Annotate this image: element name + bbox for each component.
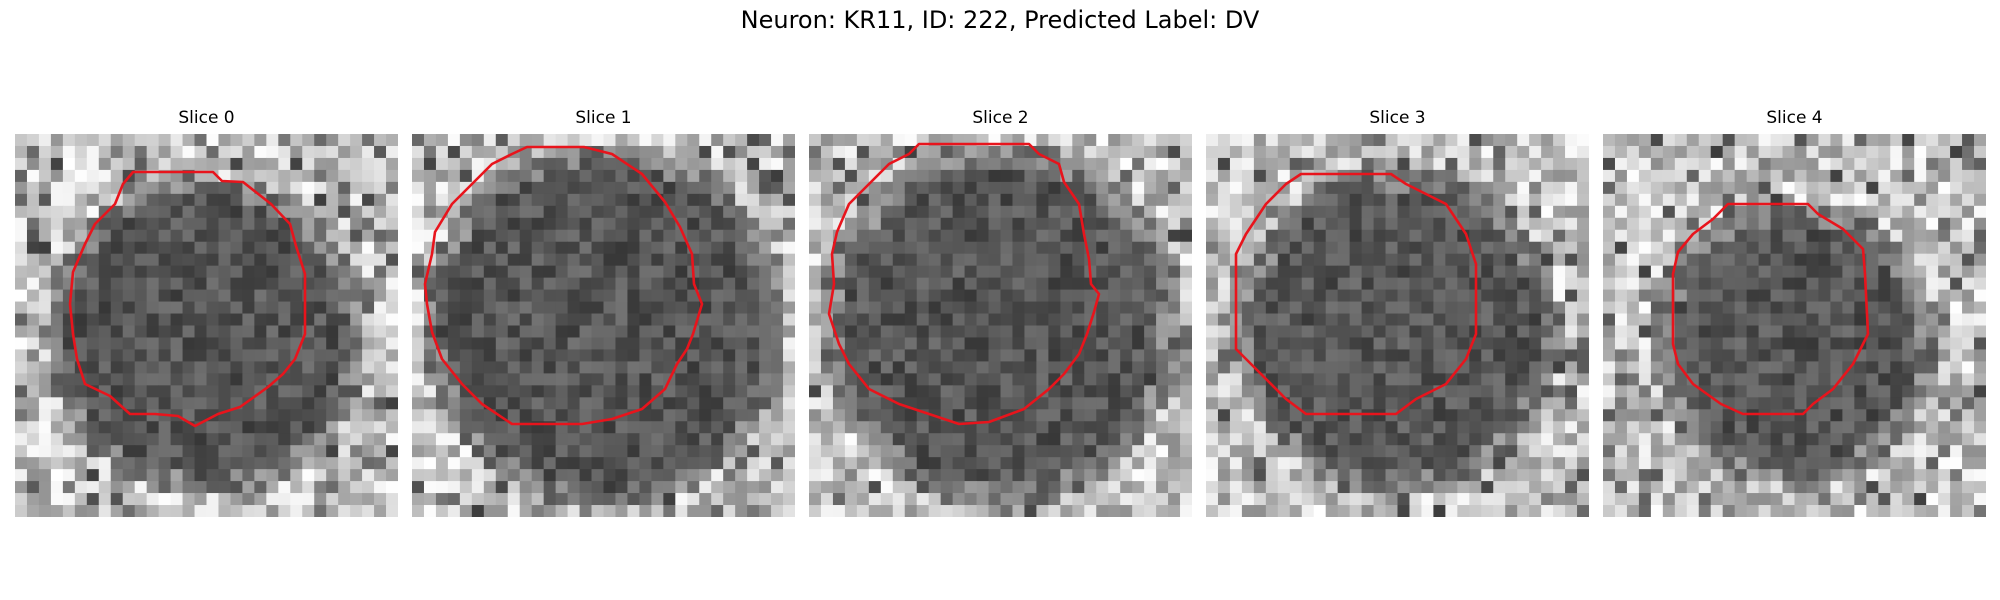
roi-contour [827, 142, 1101, 426]
figure-title: Neuron: KR11, ID: 222, Predicted Label: … [740, 6, 1260, 34]
slice-pixels [809, 134, 1192, 517]
slice-title-0: Slice 0 [178, 108, 235, 128]
slice-pixels [1603, 134, 1986, 517]
slice-image-3 [1206, 134, 1589, 517]
slice-image-2 [809, 134, 1192, 517]
roi-contour [68, 170, 307, 428]
slice-image-1 [412, 134, 795, 517]
slice-pixels [15, 134, 398, 517]
slice-title-2: Slice 2 [972, 108, 1029, 128]
slice-image-4 [1603, 134, 1986, 517]
roi-contour [423, 145, 704, 426]
roi-contour [1234, 172, 1478, 416]
slice-pixels [1206, 134, 1589, 517]
slice-title-1: Slice 1 [575, 108, 632, 128]
slice-image-0 [15, 134, 398, 517]
slice-title-4: Slice 4 [1766, 108, 1823, 128]
roi-contour [1671, 202, 1870, 416]
slice-pixels [412, 134, 795, 517]
slice-title-3: Slice 3 [1369, 108, 1426, 128]
